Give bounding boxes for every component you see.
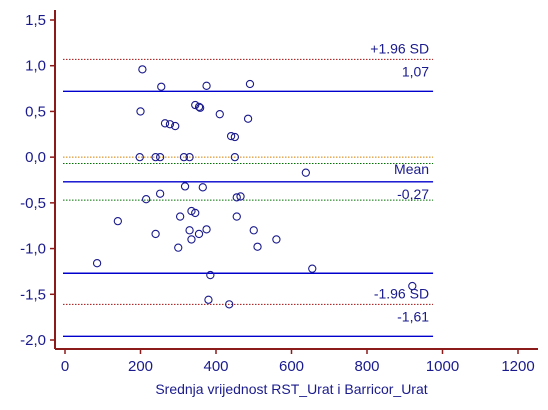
data-point bbox=[92, 259, 102, 268]
data-point bbox=[232, 212, 241, 221]
data-point bbox=[171, 121, 180, 131]
data-point bbox=[165, 120, 175, 129]
data-point bbox=[195, 103, 205, 112]
data-point bbox=[198, 183, 207, 192]
data-points bbox=[92, 65, 417, 309]
lower-loa-value: -1,61 bbox=[397, 308, 429, 324]
data-point bbox=[230, 132, 240, 142]
y-tick-label: -2,0 bbox=[20, 332, 46, 349]
y-tick-label: 0,5 bbox=[25, 103, 46, 120]
data-point bbox=[202, 81, 211, 90]
lower-loa-label: -1.96 SD bbox=[374, 285, 429, 301]
data-point bbox=[142, 195, 151, 204]
data-point bbox=[226, 131, 236, 141]
data-point bbox=[204, 295, 213, 304]
axes: 1,5 1,0 0,5 0,0 -0,5 -1,0 -1,5 -2,0 0 200 400 600 80… bbox=[20, 10, 538, 375]
data-point bbox=[179, 152, 189, 162]
data-point bbox=[243, 114, 253, 123]
data-point bbox=[155, 189, 165, 198]
data-point bbox=[185, 152, 194, 162]
data-point bbox=[230, 152, 240, 162]
data-point bbox=[206, 270, 215, 280]
upper-loa-value: 1,07 bbox=[402, 63, 429, 79]
data-point bbox=[301, 168, 310, 177]
data-point bbox=[194, 102, 204, 112]
data-point bbox=[113, 216, 122, 226]
y-tick-label: 0,0 bbox=[25, 149, 46, 166]
data-point bbox=[135, 152, 144, 162]
x-axis-title: Srednja vrijednost RST_Urat i Barricor_U… bbox=[155, 381, 427, 397]
data-point bbox=[151, 229, 160, 239]
x-tick-label: 0 bbox=[61, 358, 69, 375]
y-tick-label: -0,5 bbox=[20, 195, 46, 212]
x-tick-label: 800 bbox=[354, 358, 379, 375]
data-point bbox=[191, 208, 200, 218]
y-tick-label: -1,5 bbox=[20, 286, 46, 303]
data-point bbox=[187, 206, 196, 216]
data-point bbox=[187, 235, 196, 244]
x-tick-label: 400 bbox=[203, 358, 228, 375]
data-point bbox=[194, 229, 204, 239]
data-point bbox=[236, 192, 245, 201]
y-tick-label: -1,0 bbox=[20, 241, 46, 258]
data-point bbox=[175, 212, 185, 221]
data-point bbox=[245, 79, 255, 89]
reference-lines bbox=[63, 58, 434, 338]
data-point bbox=[225, 300, 234, 309]
data-point bbox=[151, 152, 160, 162]
reference-line-labels: +1.96 SD 1,07 Mean -0,27 -1.96 SD -1,61 bbox=[370, 40, 429, 324]
y-tick-label: 1,5 bbox=[25, 12, 46, 29]
data-point bbox=[215, 110, 224, 119]
y-tick-label: 1,0 bbox=[25, 58, 46, 75]
data-point bbox=[202, 225, 211, 234]
data-point bbox=[138, 65, 147, 74]
x-tick-label: 200 bbox=[128, 358, 153, 375]
data-point bbox=[180, 182, 190, 191]
data-point bbox=[408, 281, 417, 291]
data-point bbox=[308, 264, 317, 273]
mean-value: -0,27 bbox=[397, 186, 429, 202]
data-point bbox=[272, 235, 281, 244]
data-point bbox=[174, 243, 183, 252]
x-tick-label: 1000 bbox=[426, 358, 459, 375]
data-point bbox=[185, 226, 194, 235]
mean-label: Mean bbox=[394, 161, 429, 177]
data-point bbox=[157, 82, 166, 91]
data-point bbox=[136, 107, 145, 116]
data-point bbox=[249, 226, 258, 235]
data-point bbox=[232, 193, 241, 202]
data-point bbox=[253, 242, 262, 251]
data-point bbox=[155, 152, 165, 162]
data-point bbox=[160, 119, 170, 128]
x-tick-label: 1200 bbox=[501, 358, 534, 375]
data-point bbox=[191, 100, 200, 110]
upper-loa-label: +1.96 SD bbox=[370, 40, 429, 56]
x-tick-label: 600 bbox=[279, 358, 304, 375]
